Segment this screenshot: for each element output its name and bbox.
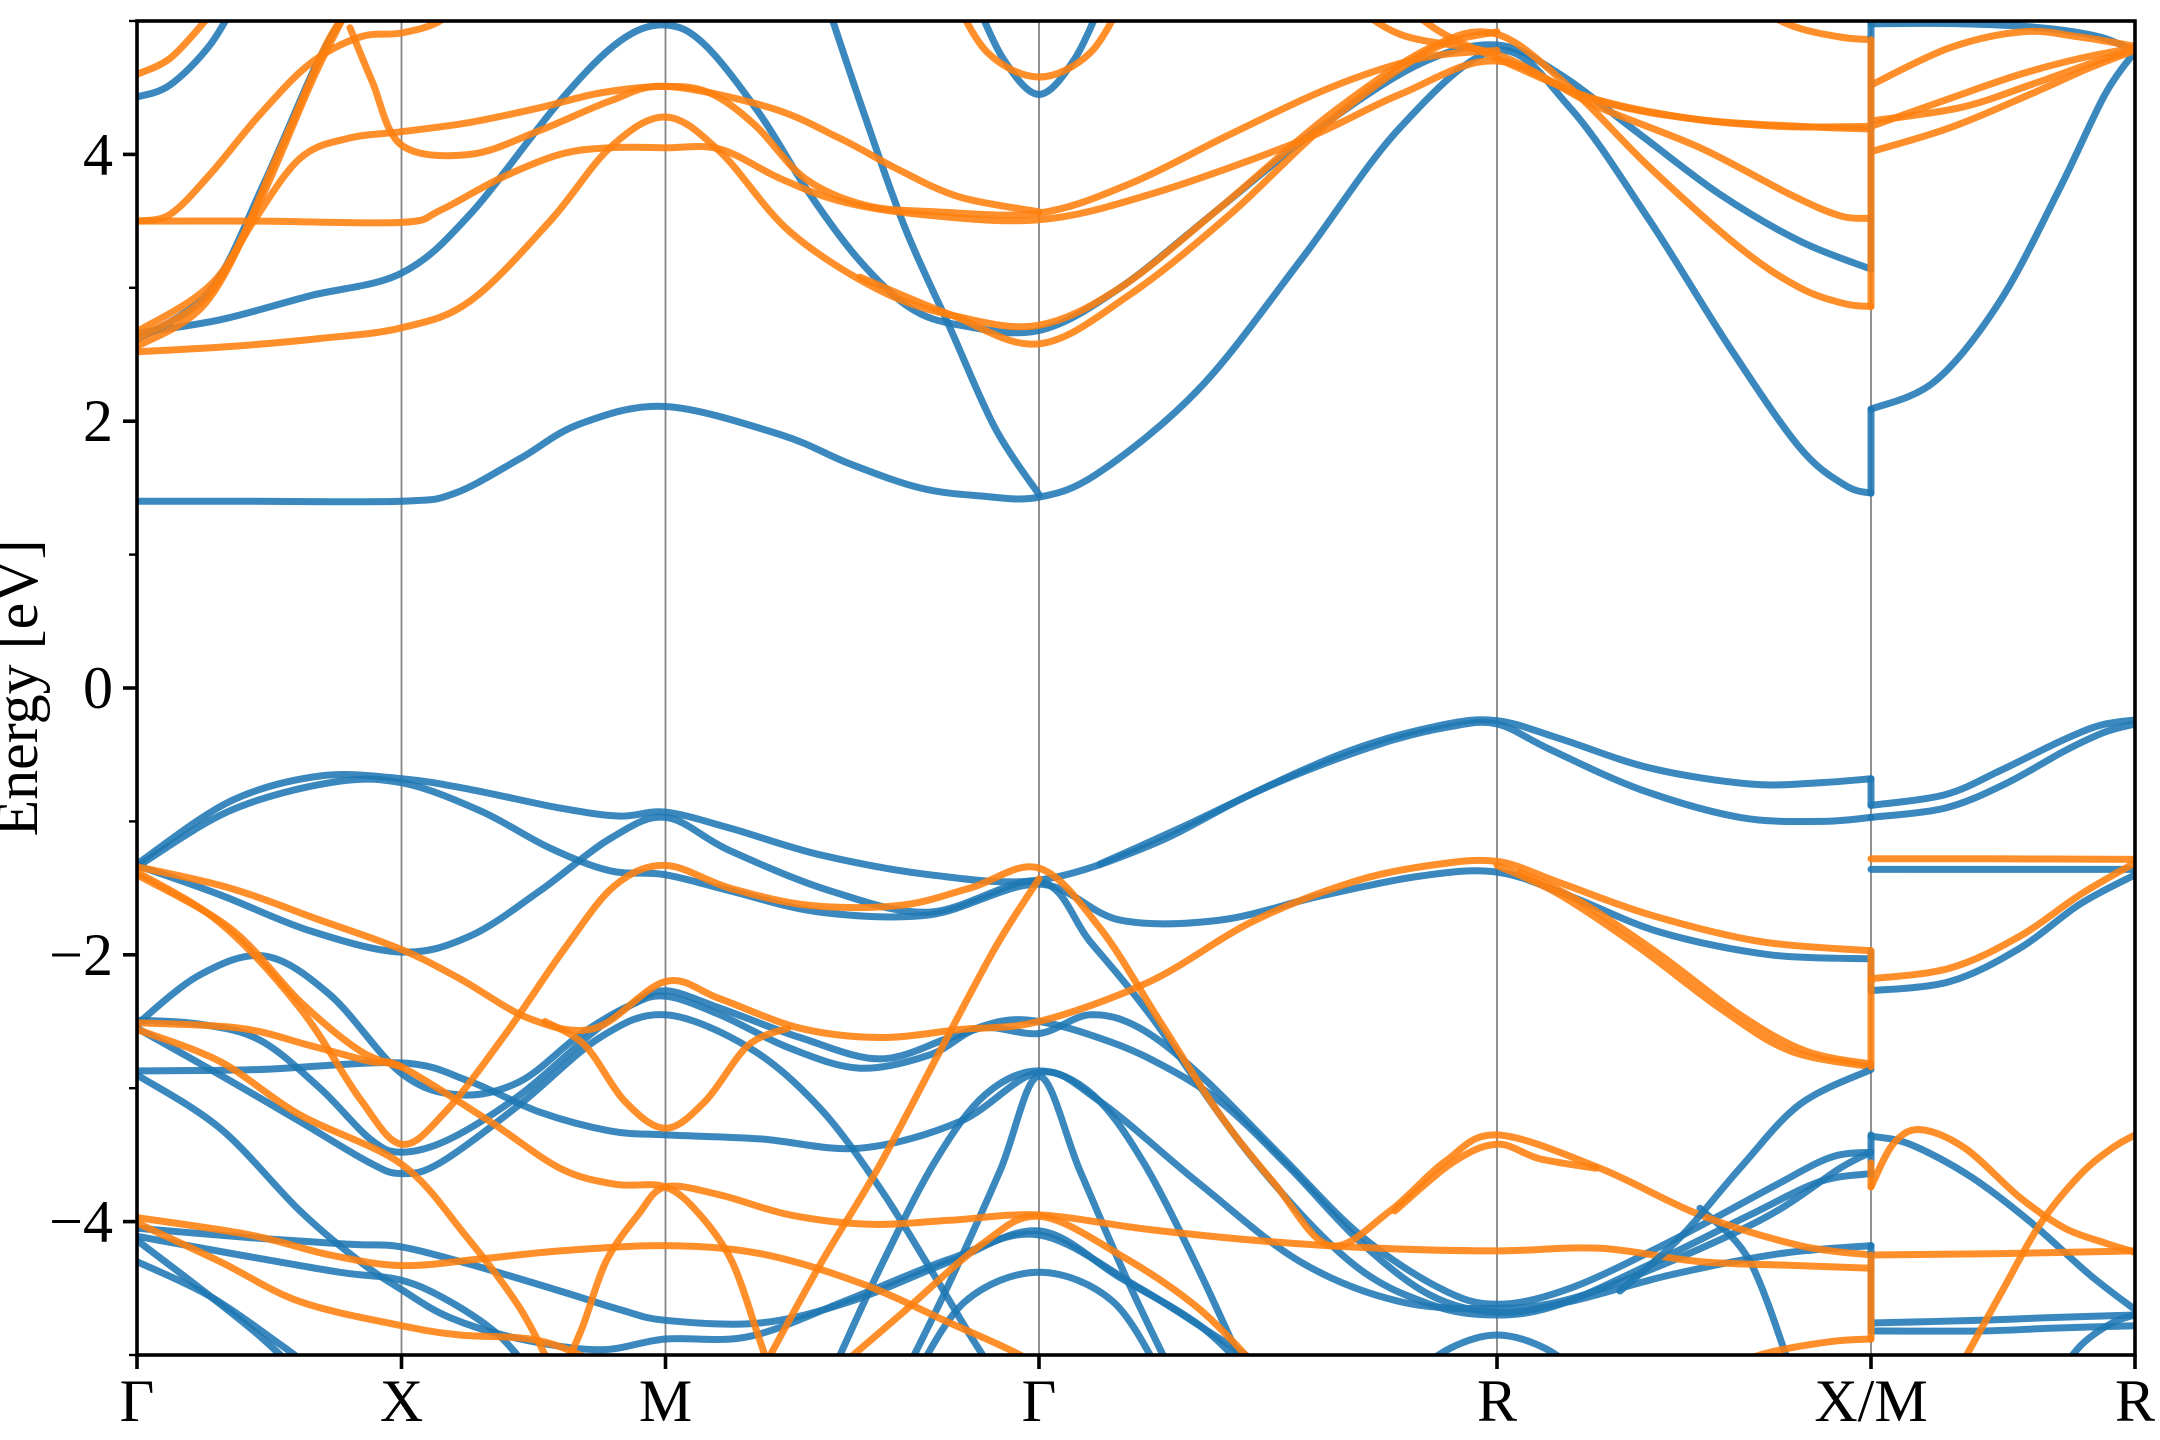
svg-text:−4: −4 — [49, 1189, 113, 1255]
svg-text:4: 4 — [83, 121, 113, 187]
svg-text:X: X — [380, 1368, 423, 1434]
svg-text:R: R — [2115, 1368, 2155, 1434]
svg-text:−2: −2 — [49, 922, 113, 988]
svg-text:M: M — [639, 1368, 692, 1434]
svg-text:Γ: Γ — [1022, 1368, 1057, 1434]
svg-text:R: R — [1477, 1368, 1517, 1434]
svg-text:Γ: Γ — [120, 1368, 155, 1434]
svg-text:X/M: X/M — [1814, 1368, 1927, 1434]
svg-text:2: 2 — [83, 388, 113, 454]
svg-text:0: 0 — [83, 655, 113, 721]
svg-text:Energy [eV]: Energy [eV] — [0, 539, 50, 836]
